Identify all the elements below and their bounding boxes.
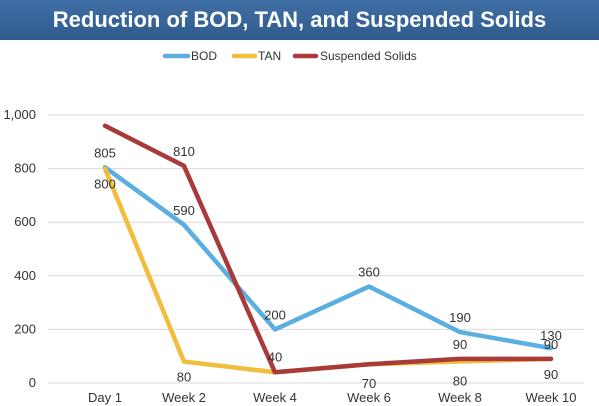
series-line-suspended-solids [102,123,554,375]
x-tick-label: Week 6 [347,390,391,405]
series-lines [102,123,554,375]
data-label: 800 [94,177,116,192]
legend: BOD TAN Suspended Solids [162,49,417,63]
data-label: 190 [449,310,471,325]
y-tick-label: 0 [29,375,36,390]
y-tick-label: 1,000 [3,107,36,122]
data-label: 70 [362,376,376,391]
data-label: 130 [540,328,562,343]
x-tick-label: Week 4 [253,390,297,405]
x-tick-label: Day 1 [88,390,122,405]
x-tick-label: Week 2 [162,390,206,405]
y-tick-label: 800 [14,161,36,176]
data-label: 590 [173,203,195,218]
y-tick-label: 600 [14,214,36,229]
x-axis: Day 1 Week 2 Week 4 Week 6 Week 8 Week 10 [88,390,577,405]
line-chart: BOD TAN Suspended Solids 0 200 400 600 800 1,00… [3,49,584,405]
gridlines [48,114,584,384]
legend-label: Suspended Solids [320,49,417,63]
data-label: 90 [544,367,558,382]
x-tick-label: Week 10 [525,390,576,405]
data-label: 90 [453,337,467,352]
data-labels: 805 590 200 360 190 130 800 80 40 70 80 90 810 90 90 [94,144,562,391]
series-line-bod [102,165,554,351]
data-label: 90 [544,337,558,352]
data-label: 80 [453,374,467,389]
y-axis: 0 200 400 600 800 1,000 [3,107,36,390]
series-line-tan [102,166,554,375]
data-label: 805 [94,145,116,160]
data-label: 200 [264,307,286,322]
legend-label: TAN [258,49,281,63]
data-label: 80 [177,370,191,385]
y-tick-label: 200 [14,321,36,336]
data-label: 40 [268,349,282,364]
data-label: 360 [358,265,380,280]
x-tick-label: Week 8 [438,390,482,405]
legend-label: BOD [191,49,217,63]
chart-title: Reduction of BOD, TAN, and Suspended Sol… [0,0,599,40]
y-tick-label: 400 [14,268,36,283]
data-label: 810 [173,144,195,159]
